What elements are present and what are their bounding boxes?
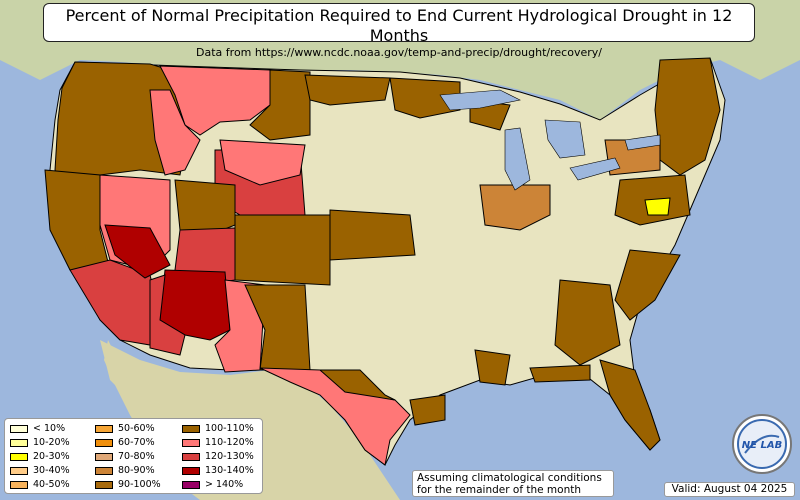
title-box: Percent of Normal Precipitation Required… xyxy=(43,3,755,59)
region-georgia xyxy=(554,279,621,366)
legend-swatch xyxy=(182,424,200,433)
legend-label: 120-130% xyxy=(205,451,254,462)
region-texas-brown xyxy=(318,369,396,401)
region-florida xyxy=(599,359,661,451)
note-line-2: for the remainder of the month xyxy=(417,484,582,496)
legend-item: 110-120% xyxy=(182,437,254,448)
legend-swatch xyxy=(95,452,113,461)
legend-label: 60-70% xyxy=(118,437,155,448)
legend-item: 60-70% xyxy=(95,437,155,448)
region-darkred-1 xyxy=(104,224,171,279)
region-gulf-brown xyxy=(409,394,446,426)
lake-michigan xyxy=(504,127,531,191)
region-utah xyxy=(174,179,236,236)
map-title: Percent of Normal Precipitation Required… xyxy=(65,6,733,45)
region-arizona-red xyxy=(149,274,186,356)
legend-swatch xyxy=(182,438,200,447)
legend-item: > 140% xyxy=(182,479,243,490)
legend-label: 50-60% xyxy=(118,423,155,434)
legend-label: 10-20% xyxy=(33,437,70,448)
legend-swatch xyxy=(10,452,28,461)
map-subtitle: Data from https://www.ncdc.noaa.gov/temp… xyxy=(196,46,602,59)
legend-swatch xyxy=(182,480,200,489)
region-plains-brown xyxy=(329,209,416,261)
legend-swatch xyxy=(95,466,113,475)
lake-superior xyxy=(439,89,521,111)
region-dakota-brown xyxy=(304,74,391,106)
drought-regions xyxy=(44,57,721,466)
nexlab-logo: NE LAB xyxy=(732,414,792,474)
region-maryland-yellow xyxy=(644,197,671,216)
region-montana-east xyxy=(249,69,311,141)
region-minnesota xyxy=(389,77,461,119)
legend-item: 40-50% xyxy=(10,479,70,490)
legend-item: 20-30% xyxy=(10,451,70,462)
region-wyoming-pink xyxy=(219,139,306,186)
legend-item: 70-80% xyxy=(95,451,155,462)
legend-item: 120-130% xyxy=(182,451,254,462)
logo-text: NE LAB xyxy=(742,440,782,451)
legend-label: 20-30% xyxy=(33,451,70,462)
lake-huron xyxy=(544,119,586,159)
legend-label: 90-100% xyxy=(118,479,161,490)
legend: < 10% 10-20% 20-30% 30-40% 40-50% 50-60%… xyxy=(4,418,263,494)
legend-swatch xyxy=(10,466,28,475)
great-lakes xyxy=(439,89,661,191)
legend-swatch xyxy=(182,452,200,461)
legend-item: 80-90% xyxy=(95,465,155,476)
legend-swatch xyxy=(95,438,113,447)
legend-swatch xyxy=(10,480,28,489)
region-idaho-pink xyxy=(149,89,201,176)
legend-item: 50-60% xyxy=(95,423,155,434)
legend-item: < 10% xyxy=(10,423,65,434)
region-panhandle xyxy=(529,364,591,383)
legend-swatch xyxy=(95,480,113,489)
lake-ontario xyxy=(624,134,661,151)
legend-swatch xyxy=(95,424,113,433)
region-colorado xyxy=(234,214,331,286)
note-line-1: Assuming climatological conditions xyxy=(417,472,602,484)
valid-date: Valid: August 04 2025 xyxy=(664,482,795,497)
legend-label: 70-80% xyxy=(118,451,155,462)
legend-label: 110-120% xyxy=(205,437,254,448)
legend-item: 90-100% xyxy=(95,479,161,490)
legend-swatch xyxy=(10,438,28,447)
legend-label: 100-110% xyxy=(205,423,254,434)
region-louisiana xyxy=(474,349,511,386)
legend-label: 130-140% xyxy=(205,465,254,476)
climatology-note: Assuming climatological conditions for t… xyxy=(412,470,614,497)
region-northeast xyxy=(654,57,721,176)
legend-swatch xyxy=(182,466,200,475)
legend-label: 80-90% xyxy=(118,465,155,476)
legend-label: 40-50% xyxy=(33,479,70,490)
region-midwest-tan xyxy=(479,184,551,231)
lake-erie xyxy=(569,157,621,181)
legend-item: 130-140% xyxy=(182,465,254,476)
legend-item: 100-110% xyxy=(182,423,254,434)
legend-label: < 10% xyxy=(33,423,66,434)
region-southeast-coast xyxy=(614,249,681,321)
legend-label: 30-40% xyxy=(33,465,70,476)
legend-swatch xyxy=(10,424,28,433)
legend-item: 10-20% xyxy=(10,437,70,448)
legend-label: > 140% xyxy=(205,479,244,490)
legend-item: 30-40% xyxy=(10,465,70,476)
